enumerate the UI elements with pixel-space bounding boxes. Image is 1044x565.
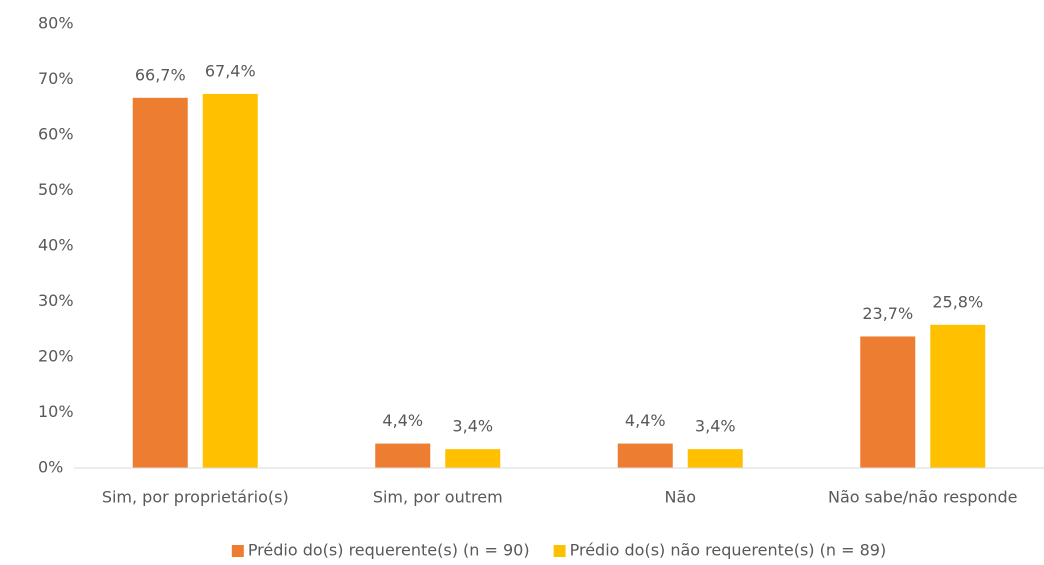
value-label: 4,4%	[625, 411, 666, 430]
value-label: 3,4%	[452, 417, 493, 436]
bar	[687, 449, 743, 468]
legend-label: Prédio do(s) requerente(s) (n = 90)	[248, 541, 530, 560]
value-label: 25,8%	[932, 292, 983, 311]
value-label: 4,4%	[382, 411, 423, 430]
bar	[445, 449, 501, 468]
y-tick-label: 10%	[38, 402, 74, 421]
value-label: 67,4%	[205, 61, 256, 80]
value-label: 66,7%	[135, 65, 186, 84]
y-tick-label: 20%	[38, 347, 74, 366]
x-tick-label: Não	[664, 488, 696, 507]
y-tick-label: 0%	[38, 458, 63, 477]
bar	[202, 93, 258, 469]
bar	[375, 443, 431, 468]
y-tick-label: 40%	[38, 236, 74, 255]
bar	[132, 97, 188, 468]
y-tick-label: 30%	[38, 291, 74, 310]
bar	[617, 443, 673, 468]
legend-swatch	[553, 545, 566, 557]
x-tick-label: Sim, por outrem	[373, 488, 503, 507]
legend-label: Prédio do(s) não requerente(s) (n = 89)	[570, 541, 887, 560]
y-tick-label: 70%	[38, 69, 74, 88]
value-label: 23,7%	[862, 304, 913, 323]
x-tick-label: Sim, por proprietário(s)	[102, 488, 289, 507]
bar	[930, 324, 986, 468]
y-tick-label: 50%	[38, 180, 74, 199]
y-tick-label: 60%	[38, 125, 74, 144]
value-label: 3,4%	[695, 417, 736, 436]
legend-swatch	[231, 545, 244, 557]
y-tick-label: 80%	[38, 14, 74, 33]
x-tick-label: Não sabe/não responde	[828, 488, 1018, 507]
bar	[860, 336, 916, 468]
